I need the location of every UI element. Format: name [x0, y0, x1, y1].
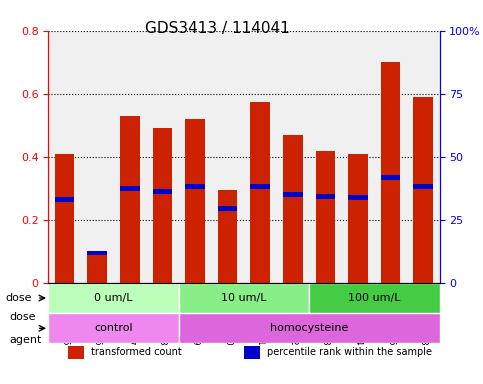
Bar [316, 194, 335, 199]
Bar [251, 184, 270, 189]
Text: dose: dose [10, 312, 36, 322]
Bar [348, 195, 368, 200]
Bar [87, 252, 107, 283]
Bar [55, 154, 74, 283]
Text: 100 um/L: 100 um/L [348, 293, 400, 303]
Bar [316, 151, 335, 283]
FancyBboxPatch shape [179, 283, 309, 313]
Text: percentile rank within the sample: percentile rank within the sample [268, 347, 432, 357]
Bar [218, 207, 238, 211]
Bar [218, 190, 238, 283]
Text: transformed count: transformed count [91, 347, 182, 357]
Bar [251, 102, 270, 283]
FancyBboxPatch shape [309, 283, 440, 313]
Bar [185, 184, 205, 189]
Text: homocysteine: homocysteine [270, 323, 348, 333]
Text: GDS3413 / 114041: GDS3413 / 114041 [145, 21, 290, 36]
Text: dose: dose [5, 293, 32, 303]
Bar [348, 154, 368, 283]
Bar [413, 97, 433, 283]
Bar [381, 62, 400, 283]
Bar [381, 175, 400, 180]
Bar [68, 346, 84, 359]
Bar [87, 251, 107, 255]
FancyBboxPatch shape [48, 283, 179, 313]
Text: 10 um/L: 10 um/L [221, 293, 267, 303]
Bar [153, 128, 172, 283]
Bar [283, 135, 302, 283]
Bar [413, 184, 433, 189]
Bar [185, 119, 205, 283]
Bar [244, 346, 259, 359]
Bar [283, 192, 302, 197]
Bar [153, 189, 172, 194]
FancyBboxPatch shape [179, 313, 440, 343]
Bar [55, 197, 74, 202]
Text: 0 um/L: 0 um/L [94, 293, 133, 303]
Bar [120, 116, 140, 283]
Text: control: control [94, 323, 133, 333]
Text: agent: agent [10, 335, 42, 345]
FancyBboxPatch shape [48, 313, 179, 343]
Bar [120, 186, 140, 191]
